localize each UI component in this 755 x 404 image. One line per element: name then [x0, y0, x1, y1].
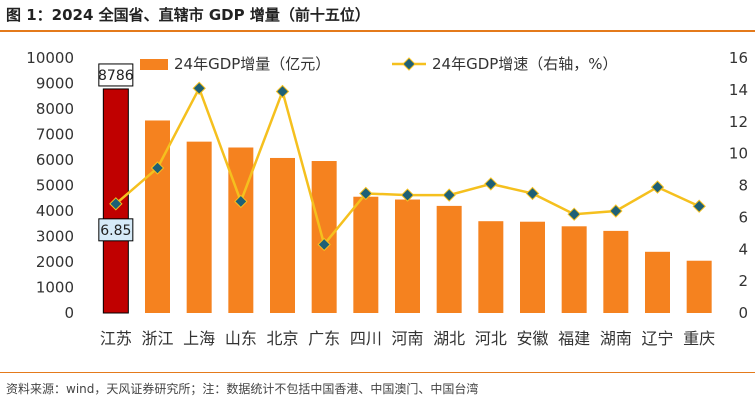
left-tick-label: 6000 — [36, 151, 74, 169]
legend-label-bar: 24年GDP增量（亿元） — [174, 55, 330, 73]
right-tick-label: 10 — [729, 145, 748, 163]
bar-四川 — [353, 196, 379, 313]
growth-marker-河南 — [400, 188, 415, 202]
bar-山东 — [228, 147, 254, 313]
annotation-label: 6.85 — [100, 223, 131, 239]
right-tick-label: 8 — [738, 177, 748, 195]
right-tick-label: 12 — [729, 113, 748, 131]
x-tick-label: 上海 — [183, 329, 215, 348]
annotation-box — [98, 218, 134, 242]
right-tick-label: 4 — [738, 240, 748, 258]
x-tick-label: 广东 — [308, 329, 340, 348]
growth-marker-湖北 — [442, 188, 456, 202]
bar-河北 — [478, 221, 504, 313]
chart-title: 图 1：2024 全国省、直辖市 GDP 增量（前十五位） — [6, 6, 370, 24]
right-tick-label: 0 — [738, 304, 748, 322]
legend-swatch-marker — [402, 57, 416, 71]
x-tick-label: 湖北 — [433, 329, 465, 348]
legend-swatch-bar — [140, 59, 168, 70]
line-series — [109, 81, 706, 252]
growth-marker-湖南 — [609, 204, 623, 218]
annotation-label: 8786 — [98, 68, 134, 84]
bar-河南 — [395, 199, 420, 313]
bar-北京 — [270, 157, 295, 313]
x-tick-label: 安徽 — [516, 329, 548, 348]
growth-marker-四川 — [359, 186, 373, 201]
x-tick-label: 福建 — [558, 329, 590, 348]
x-tick-label: 湖南 — [600, 329, 632, 348]
bar-广东 — [311, 161, 337, 313]
legend-label-line: 24年GDP增速（右轴，%） — [432, 55, 618, 73]
annotations: 8786 6.85 — [98, 63, 134, 242]
gdp-chart: 0100020003000400050006000700080009000100… — [26, 49, 748, 348]
left-tick-label: 10000 — [26, 49, 74, 67]
legend: 24年GDP增量（亿元） 24年GDP增速（右轴，%） — [140, 55, 618, 73]
growth-marker-北京 — [275, 84, 290, 99]
right-tick-label: 16 — [729, 49, 748, 67]
growth-marker-福建 — [567, 207, 581, 221]
bar-湖北 — [436, 205, 462, 313]
growth-marker-重庆 — [692, 199, 706, 213]
x-tick-label: 河北 — [475, 329, 507, 348]
bar-series — [102, 88, 712, 314]
left-tick-label: 9000 — [36, 75, 74, 93]
left-axis: 0 1000 2000 3000 4000 5000 6000 7000 8000 9000 100… — [26, 49, 74, 322]
title-divider — [0, 30, 755, 32]
footer-divider — [0, 372, 755, 373]
x-axis: 江苏 浙江 上海 山东 北京 广东 四川 河南 湖北 河北 安徽 福建 湖南 辽宁 重庆 — [100, 329, 715, 348]
bar-福建 — [561, 226, 587, 313]
bar-辽宁 — [645, 251, 670, 313]
x-tick-label: 四川 — [350, 329, 382, 348]
growth-marker-河北 — [484, 177, 498, 191]
left-tick-label: 5000 — [36, 177, 74, 195]
left-tick-label: 2000 — [36, 253, 74, 271]
right-tick-label: 14 — [729, 81, 748, 99]
x-tick-label: 江苏 — [100, 329, 132, 348]
growth-marker-江苏 — [109, 197, 123, 211]
bar-湖南 — [603, 230, 629, 313]
growth-marker-浙江 — [150, 161, 165, 175]
x-tick-label: 重庆 — [683, 329, 715, 348]
annotation-box — [98, 63, 134, 87]
growth-marker-上海 — [192, 81, 206, 95]
x-tick-label: 浙江 — [141, 329, 173, 348]
x-tick-label: 山东 — [225, 329, 257, 348]
left-tick-label: 4000 — [36, 202, 74, 220]
growth-marker-辽宁 — [650, 180, 665, 194]
left-tick-label: 8000 — [36, 100, 74, 118]
right-tick-label: 6 — [738, 208, 748, 226]
growth-marker-安徽 — [525, 186, 540, 201]
left-tick-label: 0 — [64, 304, 74, 322]
bar-重庆 — [686, 260, 712, 313]
left-tick-label: 7000 — [36, 126, 74, 144]
x-tick-label: 河南 — [391, 329, 423, 348]
left-tick-label: 3000 — [36, 228, 74, 246]
x-tick-label: 辽宁 — [641, 329, 673, 348]
bar-安徽 — [520, 221, 545, 313]
x-tick-label: 北京 — [266, 329, 298, 348]
growth-marker-山东 — [234, 194, 248, 209]
bar-上海 — [186, 141, 212, 313]
growth-marker-广东 — [317, 237, 331, 252]
right-axis: 0 2 4 6 8 10 12 14 16 — [729, 49, 748, 322]
right-tick-label: 2 — [738, 272, 748, 290]
source-note: 资料来源：wind，天风证券研究所；注：数据统计不包括中国香港、中国澳门、中国台… — [6, 382, 479, 396]
left-tick-label: 1000 — [36, 279, 74, 297]
